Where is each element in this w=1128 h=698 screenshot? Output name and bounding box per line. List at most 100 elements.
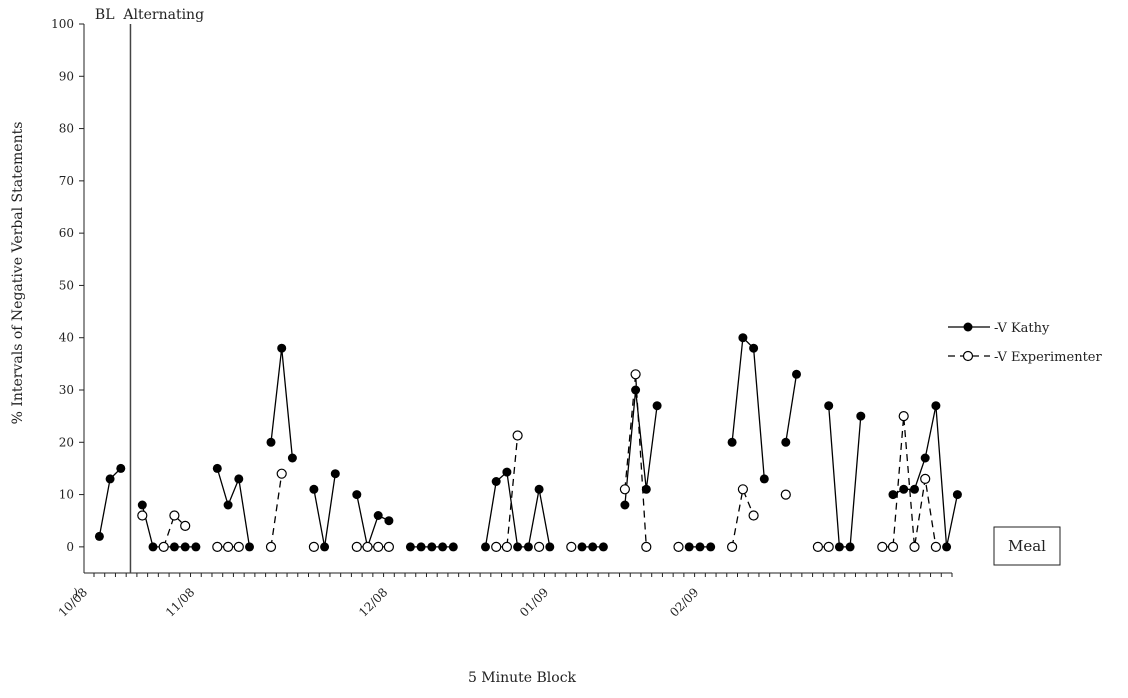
data-point-kathy bbox=[330, 469, 340, 479]
data-point-experimenter bbox=[351, 541, 362, 553]
series-line bbox=[785, 374, 798, 443]
data-point-experimenter bbox=[223, 541, 234, 553]
data-point-experimenter bbox=[930, 541, 942, 553]
data-point-kathy bbox=[834, 542, 844, 552]
series-line bbox=[270, 473, 283, 547]
data-point-kathy bbox=[620, 500, 630, 510]
data-point-kathy bbox=[94, 531, 104, 541]
y-tick-label: 30 bbox=[59, 383, 74, 397]
data-point-experimenter bbox=[373, 541, 384, 553]
data-point-kathy bbox=[695, 542, 705, 552]
data-point-kathy bbox=[320, 542, 330, 552]
data-point-experimenter bbox=[877, 541, 888, 553]
series-line bbox=[731, 336, 765, 479]
data-point-experimenter bbox=[737, 484, 749, 495]
data-point-kathy bbox=[931, 401, 941, 411]
data-point-kathy bbox=[545, 542, 555, 552]
legend-item-experimenter: -V Experimenter bbox=[948, 350, 1102, 365]
series-layer bbox=[94, 333, 962, 553]
data-point-kathy bbox=[352, 490, 362, 500]
y-tick-label: 20 bbox=[59, 435, 74, 449]
data-point-kathy bbox=[287, 453, 297, 463]
data-point-kathy bbox=[212, 463, 222, 473]
y-tick-label: 90 bbox=[59, 69, 74, 83]
data-point-kathy bbox=[856, 411, 866, 421]
data-point-kathy bbox=[438, 542, 448, 552]
data-point-kathy bbox=[781, 437, 791, 447]
data-point-experimenter bbox=[619, 484, 631, 495]
y-tick-label: 70 bbox=[59, 174, 74, 188]
y-tick-label: 80 bbox=[59, 122, 74, 136]
data-point-kathy bbox=[652, 401, 662, 411]
data-point-experimenter bbox=[920, 473, 931, 484]
data-point-kathy bbox=[706, 542, 716, 552]
data-point-kathy bbox=[942, 542, 952, 552]
phase-label: Alternating bbox=[122, 7, 204, 23]
data-point-kathy bbox=[899, 484, 909, 494]
y-tick-label: 60 bbox=[59, 226, 74, 240]
data-point-kathy bbox=[577, 542, 587, 552]
data-point-kathy bbox=[759, 474, 769, 484]
data-point-kathy bbox=[116, 463, 126, 473]
y-axis-title: % Intervals of Negative Verbal Statement… bbox=[10, 122, 26, 425]
y-tick-label: 40 bbox=[59, 331, 74, 345]
data-point-experimenter bbox=[641, 541, 652, 553]
data-point-kathy bbox=[920, 453, 930, 463]
series-line bbox=[731, 487, 755, 548]
data-point-kathy bbox=[588, 542, 598, 552]
data-point-kathy bbox=[534, 484, 544, 494]
series-line bbox=[216, 468, 251, 548]
data-point-kathy bbox=[373, 511, 383, 520]
series-line bbox=[624, 374, 647, 547]
series-line bbox=[882, 416, 937, 548]
data-point-kathy bbox=[513, 542, 523, 552]
data-point-kathy bbox=[277, 343, 287, 353]
legend-label-experimenter: -V Experimenter bbox=[994, 350, 1102, 365]
data-point-experimenter bbox=[533, 541, 545, 553]
data-point-kathy bbox=[180, 542, 190, 552]
data-point-experimenter bbox=[780, 489, 791, 500]
data-point-kathy bbox=[481, 542, 490, 552]
data-point-experimenter bbox=[233, 541, 244, 553]
data-point-experimenter bbox=[887, 541, 899, 553]
data-point-kathy bbox=[824, 401, 834, 411]
data-point-kathy bbox=[137, 500, 147, 510]
data-point-kathy bbox=[727, 437, 737, 447]
y-tick-label: 100 bbox=[51, 17, 74, 31]
data-point-kathy bbox=[641, 484, 651, 494]
data-point-experimenter bbox=[566, 541, 577, 553]
legend-marker-filled bbox=[963, 322, 973, 332]
data-point-kathy bbox=[448, 542, 458, 552]
data-point-kathy bbox=[309, 484, 319, 494]
data-point-kathy bbox=[845, 542, 855, 552]
data-point-kathy bbox=[169, 542, 179, 552]
x-date-label: 02/09 bbox=[667, 585, 701, 619]
data-point-experimenter bbox=[673, 541, 684, 553]
data-point-experimenter bbox=[726, 541, 738, 553]
data-point-experimenter bbox=[158, 541, 169, 553]
data-point-kathy bbox=[792, 369, 801, 379]
data-point-experimenter bbox=[180, 520, 191, 532]
data-point-experimenter bbox=[491, 541, 502, 553]
data-point-kathy bbox=[405, 542, 415, 552]
data-point-kathy bbox=[234, 474, 244, 484]
data-point-experimenter bbox=[812, 541, 824, 553]
data-point-kathy bbox=[191, 542, 201, 552]
data-point-experimenter bbox=[748, 510, 759, 521]
series-line bbox=[496, 435, 519, 548]
data-point-experimenter bbox=[383, 541, 394, 553]
axes-layer bbox=[79, 23, 953, 577]
data-point-kathy bbox=[952, 490, 962, 500]
y-tick-label: 0 bbox=[66, 540, 74, 554]
legend-item-kathy: -V Kathy bbox=[948, 321, 1050, 336]
x-date-label: 11/08 bbox=[163, 585, 197, 619]
data-point-kathy bbox=[888, 490, 898, 500]
data-point-experimenter bbox=[308, 541, 319, 553]
data-point-kathy bbox=[502, 467, 512, 477]
data-point-experimenter bbox=[898, 411, 909, 422]
series-experimenter bbox=[137, 369, 942, 553]
data-point-kathy bbox=[223, 500, 233, 510]
x-date-label: 01/09 bbox=[517, 585, 551, 619]
meal-annotation-label: Meal bbox=[1008, 537, 1046, 555]
